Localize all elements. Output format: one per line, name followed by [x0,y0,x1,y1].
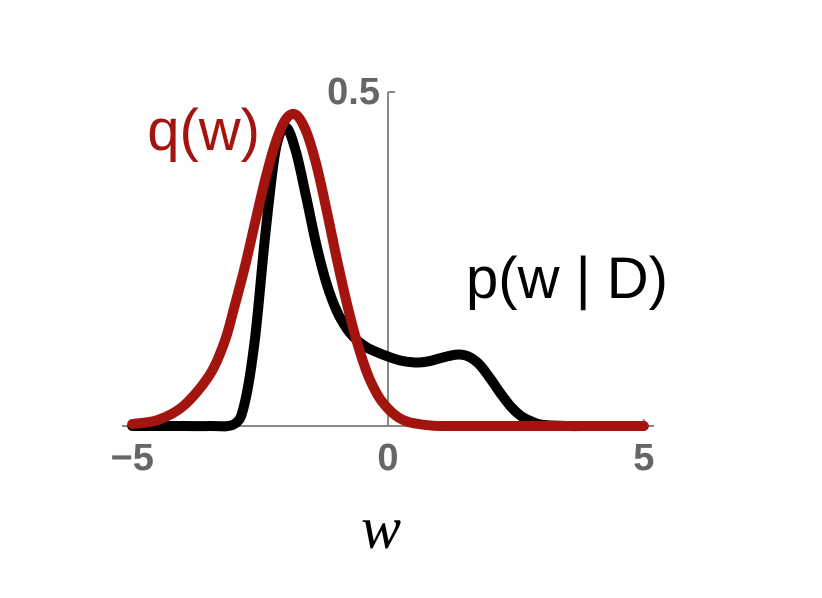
x-tick-label: 0 [377,437,398,479]
posterior-series-label: p(w | D) [466,246,668,311]
variational-density-curve [127,108,649,432]
x-tick-label: 5 [633,437,654,479]
posterior-density-curve [127,122,649,432]
variational-series-label: q(w) [147,98,260,163]
x-tick-label: −5 [111,437,154,479]
x-ticks: −5 0 5 [111,419,654,479]
y-tick-label: 0.5 [327,71,380,113]
x-axis-title: w [361,495,401,561]
y-ticks: 0.5 [327,71,395,113]
series-lines [127,108,649,432]
